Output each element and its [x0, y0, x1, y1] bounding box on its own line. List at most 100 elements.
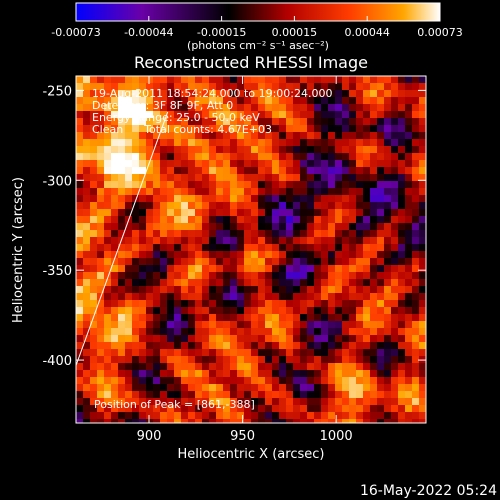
- heatmap-cell: [111, 300, 118, 307]
- heatmap-cell: [293, 230, 300, 237]
- heatmap-cell: [90, 97, 97, 104]
- heatmap-cell: [97, 349, 104, 356]
- heatmap-cell: [174, 335, 181, 342]
- heatmap-cell: [97, 328, 104, 335]
- heatmap-cell: [419, 265, 426, 272]
- heatmap-cell: [370, 83, 377, 90]
- heatmap-cell: [286, 195, 293, 202]
- heatmap-cell: [174, 132, 181, 139]
- heatmap-cell: [286, 104, 293, 111]
- heatmap-cell: [419, 97, 426, 104]
- heatmap-cell: [335, 118, 342, 125]
- heatmap-cell: [286, 174, 293, 181]
- heatmap-cell: [349, 167, 356, 174]
- heatmap-cell: [153, 244, 160, 251]
- heatmap-cell: [300, 202, 307, 209]
- heatmap-cell: [125, 307, 132, 314]
- heatmap-cell: [391, 251, 398, 258]
- heatmap-cell: [118, 160, 125, 167]
- heatmap-cell: [349, 377, 356, 384]
- heatmap-cell: [153, 251, 160, 258]
- heatmap-cell: [419, 349, 426, 356]
- heatmap-cell: [167, 216, 174, 223]
- heatmap-cell: [335, 300, 342, 307]
- heatmap-cell: [342, 244, 349, 251]
- heatmap-cell: [300, 398, 307, 405]
- heatmap-cell: [363, 153, 370, 160]
- heatmap-cell: [125, 286, 132, 293]
- heatmap-cell: [251, 335, 258, 342]
- heatmap-cell: [363, 195, 370, 202]
- heatmap-cell: [146, 97, 153, 104]
- heatmap-cell: [356, 307, 363, 314]
- heatmap-cell: [412, 132, 419, 139]
- heatmap-cell: [405, 118, 412, 125]
- heatmap-cell: [188, 153, 195, 160]
- heatmap-cell: [286, 307, 293, 314]
- heatmap-cell: [216, 125, 223, 132]
- heatmap-cell: [279, 216, 286, 223]
- heatmap-cell: [314, 356, 321, 363]
- heatmap-cell: [328, 377, 335, 384]
- heatmap-cell: [258, 139, 265, 146]
- heatmap-cell: [293, 160, 300, 167]
- heatmap-cell: [279, 384, 286, 391]
- heatmap-cell: [307, 307, 314, 314]
- heatmap-cell: [216, 286, 223, 293]
- heatmap-cell: [279, 363, 286, 370]
- heatmap-cell: [391, 181, 398, 188]
- heatmap-cell: [202, 174, 209, 181]
- heatmap-cell: [146, 83, 153, 90]
- heatmap-cell: [335, 132, 342, 139]
- heatmap-cell: [328, 83, 335, 90]
- heatmap-cell: [76, 265, 83, 272]
- heatmap-cell: [202, 111, 209, 118]
- heatmap-cell: [118, 349, 125, 356]
- heatmap-cell: [230, 174, 237, 181]
- heatmap-cell: [209, 377, 216, 384]
- heatmap-cell: [111, 342, 118, 349]
- heatmap-cell: [356, 174, 363, 181]
- heatmap-cell: [83, 223, 90, 230]
- heatmap-cell: [188, 412, 195, 419]
- heatmap-cell: [363, 265, 370, 272]
- heatmap-cell: [279, 195, 286, 202]
- heatmap-cell: [167, 412, 174, 419]
- heatmap-cell: [139, 272, 146, 279]
- heatmap-cell: [76, 195, 83, 202]
- heatmap-cell: [398, 174, 405, 181]
- heatmap-cell: [412, 314, 419, 321]
- heatmap-cell: [377, 202, 384, 209]
- heatmap-cell: [90, 286, 97, 293]
- heatmap-cell: [398, 195, 405, 202]
- heatmap-cell: [370, 342, 377, 349]
- heatmap-cell: [412, 307, 419, 314]
- heatmap-cell: [118, 83, 125, 90]
- heatmap-cell: [293, 76, 300, 83]
- heatmap-cell: [342, 265, 349, 272]
- heatmap-cell: [139, 223, 146, 230]
- heatmap-cell: [286, 83, 293, 90]
- heatmap-cell: [251, 244, 258, 251]
- heatmap-cell: [251, 300, 258, 307]
- heatmap-cell: [237, 111, 244, 118]
- heatmap-cell: [398, 216, 405, 223]
- heatmap-cell: [139, 307, 146, 314]
- heatmap-cell: [125, 195, 132, 202]
- heatmap-cell: [146, 265, 153, 272]
- heatmap-cell: [132, 153, 139, 160]
- heatmap-cell: [349, 202, 356, 209]
- heatmap-cell: [342, 286, 349, 293]
- heatmap-cell: [111, 258, 118, 265]
- heatmap-cell: [279, 251, 286, 258]
- heatmap-cell: [349, 419, 356, 423]
- heatmap-cell: [181, 342, 188, 349]
- heatmap-cell: [279, 258, 286, 265]
- heatmap-cell: [160, 97, 167, 104]
- heatmap-cell: [349, 223, 356, 230]
- heatmap-cell: [83, 286, 90, 293]
- heatmap-cell: [125, 370, 132, 377]
- heatmap-cell: [419, 370, 426, 377]
- heatmap-cell: [209, 97, 216, 104]
- heatmap-cell: [167, 419, 174, 423]
